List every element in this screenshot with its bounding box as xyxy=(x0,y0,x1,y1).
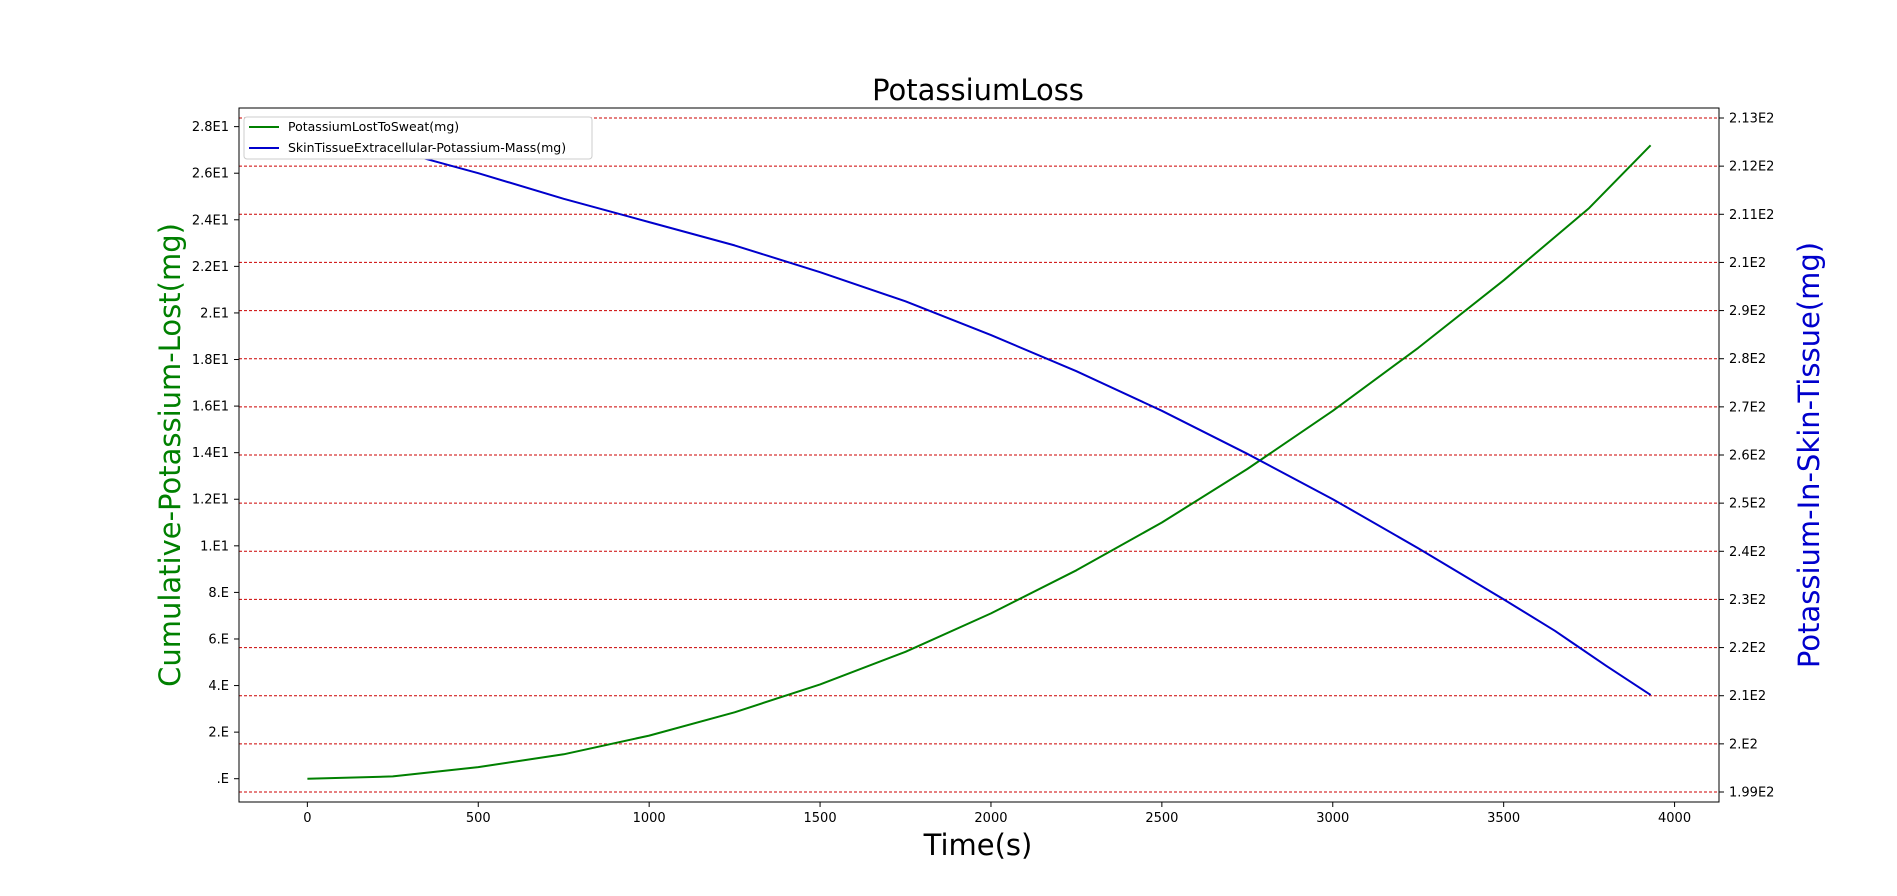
right-tick-label: 2.E2 xyxy=(1729,737,1758,752)
x-tick-label: 1000 xyxy=(633,811,666,826)
left-tick-label: 2.2E1 xyxy=(192,260,229,275)
x-tick-label: 2000 xyxy=(974,811,1007,826)
right-y-axis: 1.99E2 2.E2 2.1E2 2.2E2 2.3E2 2.4E2 2.5E2 2.6E2… xyxy=(1719,112,1774,801)
x-axis: 0 500 1000 1500 2000 2500 3000 3500 4000 xyxy=(303,802,1691,826)
series-line-skin xyxy=(307,148,1652,696)
grid-lines xyxy=(239,117,1719,793)
chart-title: PotassiumLoss xyxy=(872,73,1084,107)
right-tick-label: 2.9E2 xyxy=(1729,304,1766,319)
right-tick-label: 2.2E2 xyxy=(1729,641,1766,656)
left-tick-label: 4.E xyxy=(208,679,229,694)
right-tick-label: 2.13E2 xyxy=(1729,112,1774,127)
right-tick-label: 2.12E2 xyxy=(1729,160,1774,175)
plot-frame xyxy=(238,107,1720,803)
left-y-axis: .E 2.E 4.E 6.E 8.E 1.E1 1.2E1 1.4E1 1.6E1 1.8E1 2.… xyxy=(192,120,239,787)
left-tick-label: 2.8E1 xyxy=(192,120,229,135)
left-axis-label: Cumulative-Potassium-Lost(mg) xyxy=(153,223,187,687)
x-axis-label: Time(s) xyxy=(923,828,1033,862)
right-tick-label: 2.11E2 xyxy=(1729,208,1774,223)
right-tick-label: 2.1E2 xyxy=(1729,689,1766,704)
left-tick-label: 1.8E1 xyxy=(192,353,229,368)
right-tick-label: 2.6E2 xyxy=(1729,449,1766,464)
right-axis-label: Potassium-In-Skin-Tissue(mg) xyxy=(1792,242,1826,668)
right-tick-label: 2.8E2 xyxy=(1729,352,1766,367)
right-tick-label: 1.99E2 xyxy=(1729,786,1774,801)
x-tick-label: 4000 xyxy=(1658,811,1691,826)
series-line-sweat xyxy=(307,144,1652,780)
left-tick-label: 2.6E1 xyxy=(192,167,229,182)
left-tick-label: .E xyxy=(217,772,229,787)
left-tick-label: 1.2E1 xyxy=(192,493,229,508)
left-tick-label: 1.E1 xyxy=(200,539,229,554)
left-tick-label: 1.4E1 xyxy=(192,446,229,461)
legend-label-sweat: PotassiumLostToSweat(mg) xyxy=(288,119,459,134)
series-layer xyxy=(307,144,1652,780)
legend-label-skin: SkinTissueExtracellular-Potassium-Mass(m… xyxy=(288,140,566,155)
left-tick-label: 1.6E1 xyxy=(192,400,229,415)
left-tick-label: 2.E1 xyxy=(200,306,229,321)
right-tick-label: 2.1E2 xyxy=(1729,256,1766,271)
left-tick-label: 2.E xyxy=(208,726,229,741)
right-tick-label: 2.5E2 xyxy=(1729,497,1766,512)
right-tick-label: 2.3E2 xyxy=(1729,593,1766,608)
left-tick-label: 2.4E1 xyxy=(192,213,229,228)
left-tick-label: 8.E xyxy=(208,586,229,601)
x-tick-label: 0 xyxy=(303,811,311,826)
left-tick-label: 6.E xyxy=(208,632,229,647)
right-tick-label: 2.7E2 xyxy=(1729,400,1766,415)
x-tick-label: 3000 xyxy=(1316,811,1349,826)
right-tick-label: 2.4E2 xyxy=(1729,545,1766,560)
legend-box xyxy=(243,116,593,160)
x-tick-label: 500 xyxy=(466,811,491,826)
x-tick-label: 1500 xyxy=(804,811,837,826)
x-tick-label: 3500 xyxy=(1487,811,1520,826)
legend: PotassiumLostToSweat(mg) SkinTissueExtra… xyxy=(243,116,593,160)
x-tick-label: 2500 xyxy=(1145,811,1178,826)
